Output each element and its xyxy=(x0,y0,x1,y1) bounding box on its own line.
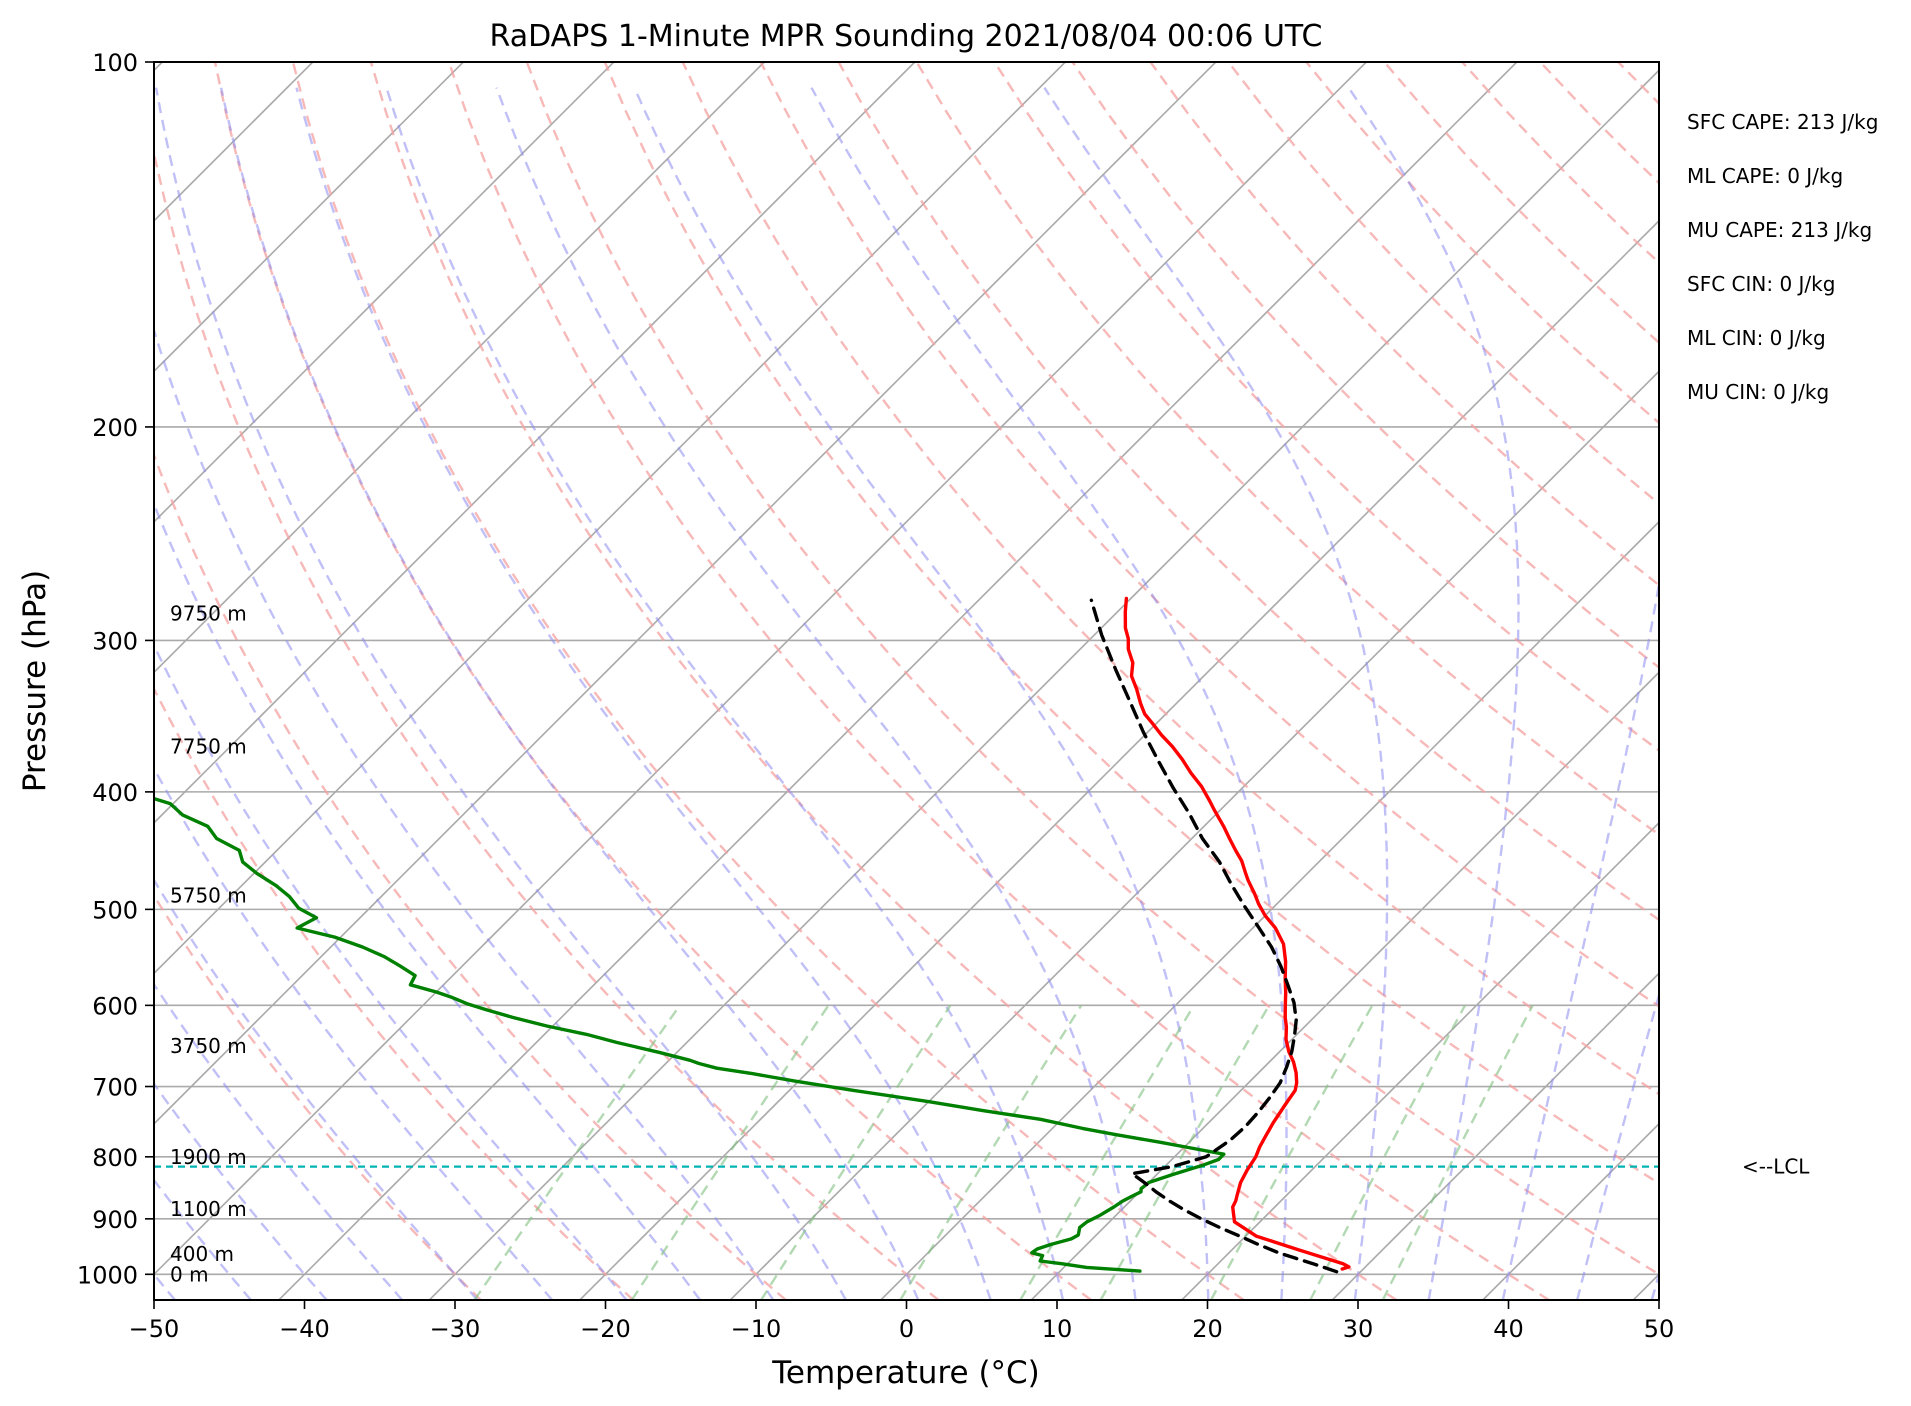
index-readout: SFC CIN: 0 J/kg xyxy=(1687,272,1835,296)
dry-adiabat xyxy=(993,62,1659,752)
x-tick-label: 40 xyxy=(1493,1315,1524,1343)
lcl-label: <--LCL xyxy=(1742,1155,1810,1179)
isotherm-line xyxy=(154,62,464,373)
x-tick-label: −40 xyxy=(279,1315,330,1343)
dry-adiabat xyxy=(525,62,1659,1276)
x-tick-label: −50 xyxy=(129,1315,180,1343)
isotherm-line xyxy=(278,62,1518,1300)
mixing-ratio-line xyxy=(630,1004,830,1300)
isotherm-line xyxy=(880,520,1659,1300)
mixing-ratio-line xyxy=(1209,1004,1374,1300)
mixing-ratio-line xyxy=(1381,1004,1534,1300)
y-tick-label: 700 xyxy=(92,1074,138,1102)
dry-adiabat xyxy=(154,452,787,1300)
axes-layer: −50 −40 −30 −20 −10 0 10 20 30 40 50 100 200 300 400 50… xyxy=(77,49,1674,1343)
moist-adiabat xyxy=(154,877,479,1300)
moist-adiabat xyxy=(385,87,1065,1300)
moist-adiabat xyxy=(154,326,775,1300)
dry-adiabat xyxy=(837,62,1659,922)
moist-adiabat xyxy=(154,501,702,1300)
y-tick-label: 400 xyxy=(92,779,138,807)
index-readout: ML CAPE: 0 J/kg xyxy=(1687,164,1843,188)
moist-adiabat xyxy=(495,87,1137,1300)
x-tick-label: 20 xyxy=(1192,1315,1223,1343)
chart-title: RaDAPS 1-Minute MPR Sounding 2021/08/04 … xyxy=(490,19,1323,54)
x-tick-label: 50 xyxy=(1644,1315,1675,1343)
dry-adiabat xyxy=(603,62,1659,1185)
x-tick-label: 30 xyxy=(1343,1315,1374,1343)
x-tick-label: −30 xyxy=(430,1315,481,1343)
moist-adiabat xyxy=(810,87,1288,1300)
height-label: 9750 m xyxy=(170,601,247,625)
isotherm-line xyxy=(154,62,1066,975)
dry-adiabat xyxy=(1071,62,1659,669)
x-tick-label: 0 xyxy=(899,1315,914,1343)
dry-adiabat xyxy=(154,147,940,1300)
height-label: 400 m xyxy=(170,1242,234,1266)
index-readout: ML CIN: 0 J/kg xyxy=(1687,326,1826,350)
parcel-profile-line xyxy=(1089,598,1339,1274)
isotherm-line xyxy=(729,370,1659,1300)
mixing-ratio-line xyxy=(760,1004,952,1300)
isotherm-line xyxy=(428,69,1659,1300)
temperature-profile-line xyxy=(1123,596,1351,1271)
dry-adiabat xyxy=(447,62,1550,1300)
x-tick-label: −10 xyxy=(731,1315,782,1343)
isotherm-line xyxy=(1181,821,1659,1300)
mixing-ratio-line xyxy=(473,1004,681,1300)
isotherm-line xyxy=(1331,972,1659,1300)
mixing-ratio-line xyxy=(899,1004,1083,1300)
moist-adiabat xyxy=(154,87,847,1300)
y-tick-label: 800 xyxy=(92,1144,138,1172)
y-tick-label: 1000 xyxy=(77,1261,138,1289)
profiles-layer xyxy=(154,596,1351,1274)
index-readout: SFC CAPE: 213 J/kg xyxy=(1687,110,1878,134)
index-readout: MU CIN: 0 J/kg xyxy=(1687,380,1829,404)
x-tick-label: −20 xyxy=(580,1315,631,1343)
height-label: 5750 m xyxy=(170,884,247,908)
grid-layer xyxy=(154,62,1659,1300)
moist-adiabat xyxy=(154,1081,328,1300)
moist-adiabat xyxy=(219,87,920,1300)
y-axis-label: Pressure (hPa) xyxy=(17,570,53,792)
height-label: 1900 m xyxy=(170,1145,247,1169)
x-axis-label: Temperature (°C) xyxy=(771,1355,1040,1391)
moist-adiabat xyxy=(154,1178,252,1300)
height-label: 1100 m xyxy=(170,1197,247,1221)
moist-adiabat xyxy=(633,87,1210,1300)
dewpoint-profile-line xyxy=(154,796,1226,1273)
y-tick-label: 200 xyxy=(92,414,138,442)
isotherm-line xyxy=(1030,671,1659,1300)
dry-adiabat xyxy=(154,893,482,1300)
y-tick-label: 600 xyxy=(92,992,138,1020)
moist-adiabat xyxy=(1043,87,1389,1300)
height-label: 7750 m xyxy=(170,735,247,759)
moist-adiabat xyxy=(154,766,554,1300)
isotherm-line xyxy=(154,62,615,523)
x-tick-label: 10 xyxy=(1042,1315,1073,1343)
isotherm-line xyxy=(154,62,765,674)
dry-adiabat xyxy=(291,62,1245,1300)
height-label: 3750 m xyxy=(170,1034,247,1058)
dry-adiabat xyxy=(759,62,1659,1008)
y-tick-label: 300 xyxy=(92,627,138,655)
isotherm-line xyxy=(154,62,1367,1276)
isotherm-line xyxy=(154,62,1217,1125)
y-tick-label: 500 xyxy=(92,896,138,924)
height-labels-layer: 9750 m 7750 m 5750 m 3750 m 1900 m 1100 m 400 … xyxy=(170,601,247,1286)
index-readout: MU CAPE: 213 J/kg xyxy=(1687,218,1872,242)
moist-adiabat xyxy=(295,87,992,1300)
dry-adiabat xyxy=(369,62,1398,1300)
y-tick-label: 100 xyxy=(92,49,138,77)
dry-adiabat xyxy=(681,62,1659,1096)
isotherm-line xyxy=(154,62,916,824)
y-tick-label: 900 xyxy=(92,1206,138,1234)
moist-adiabat xyxy=(154,642,628,1300)
indices-panel: SFC CAPE: 213 J/kg ML CAPE: 0 J/kg MU CAPE… xyxy=(1687,110,1878,404)
height-label: 0 m xyxy=(170,1262,209,1286)
dry-adiabat xyxy=(154,686,635,1300)
